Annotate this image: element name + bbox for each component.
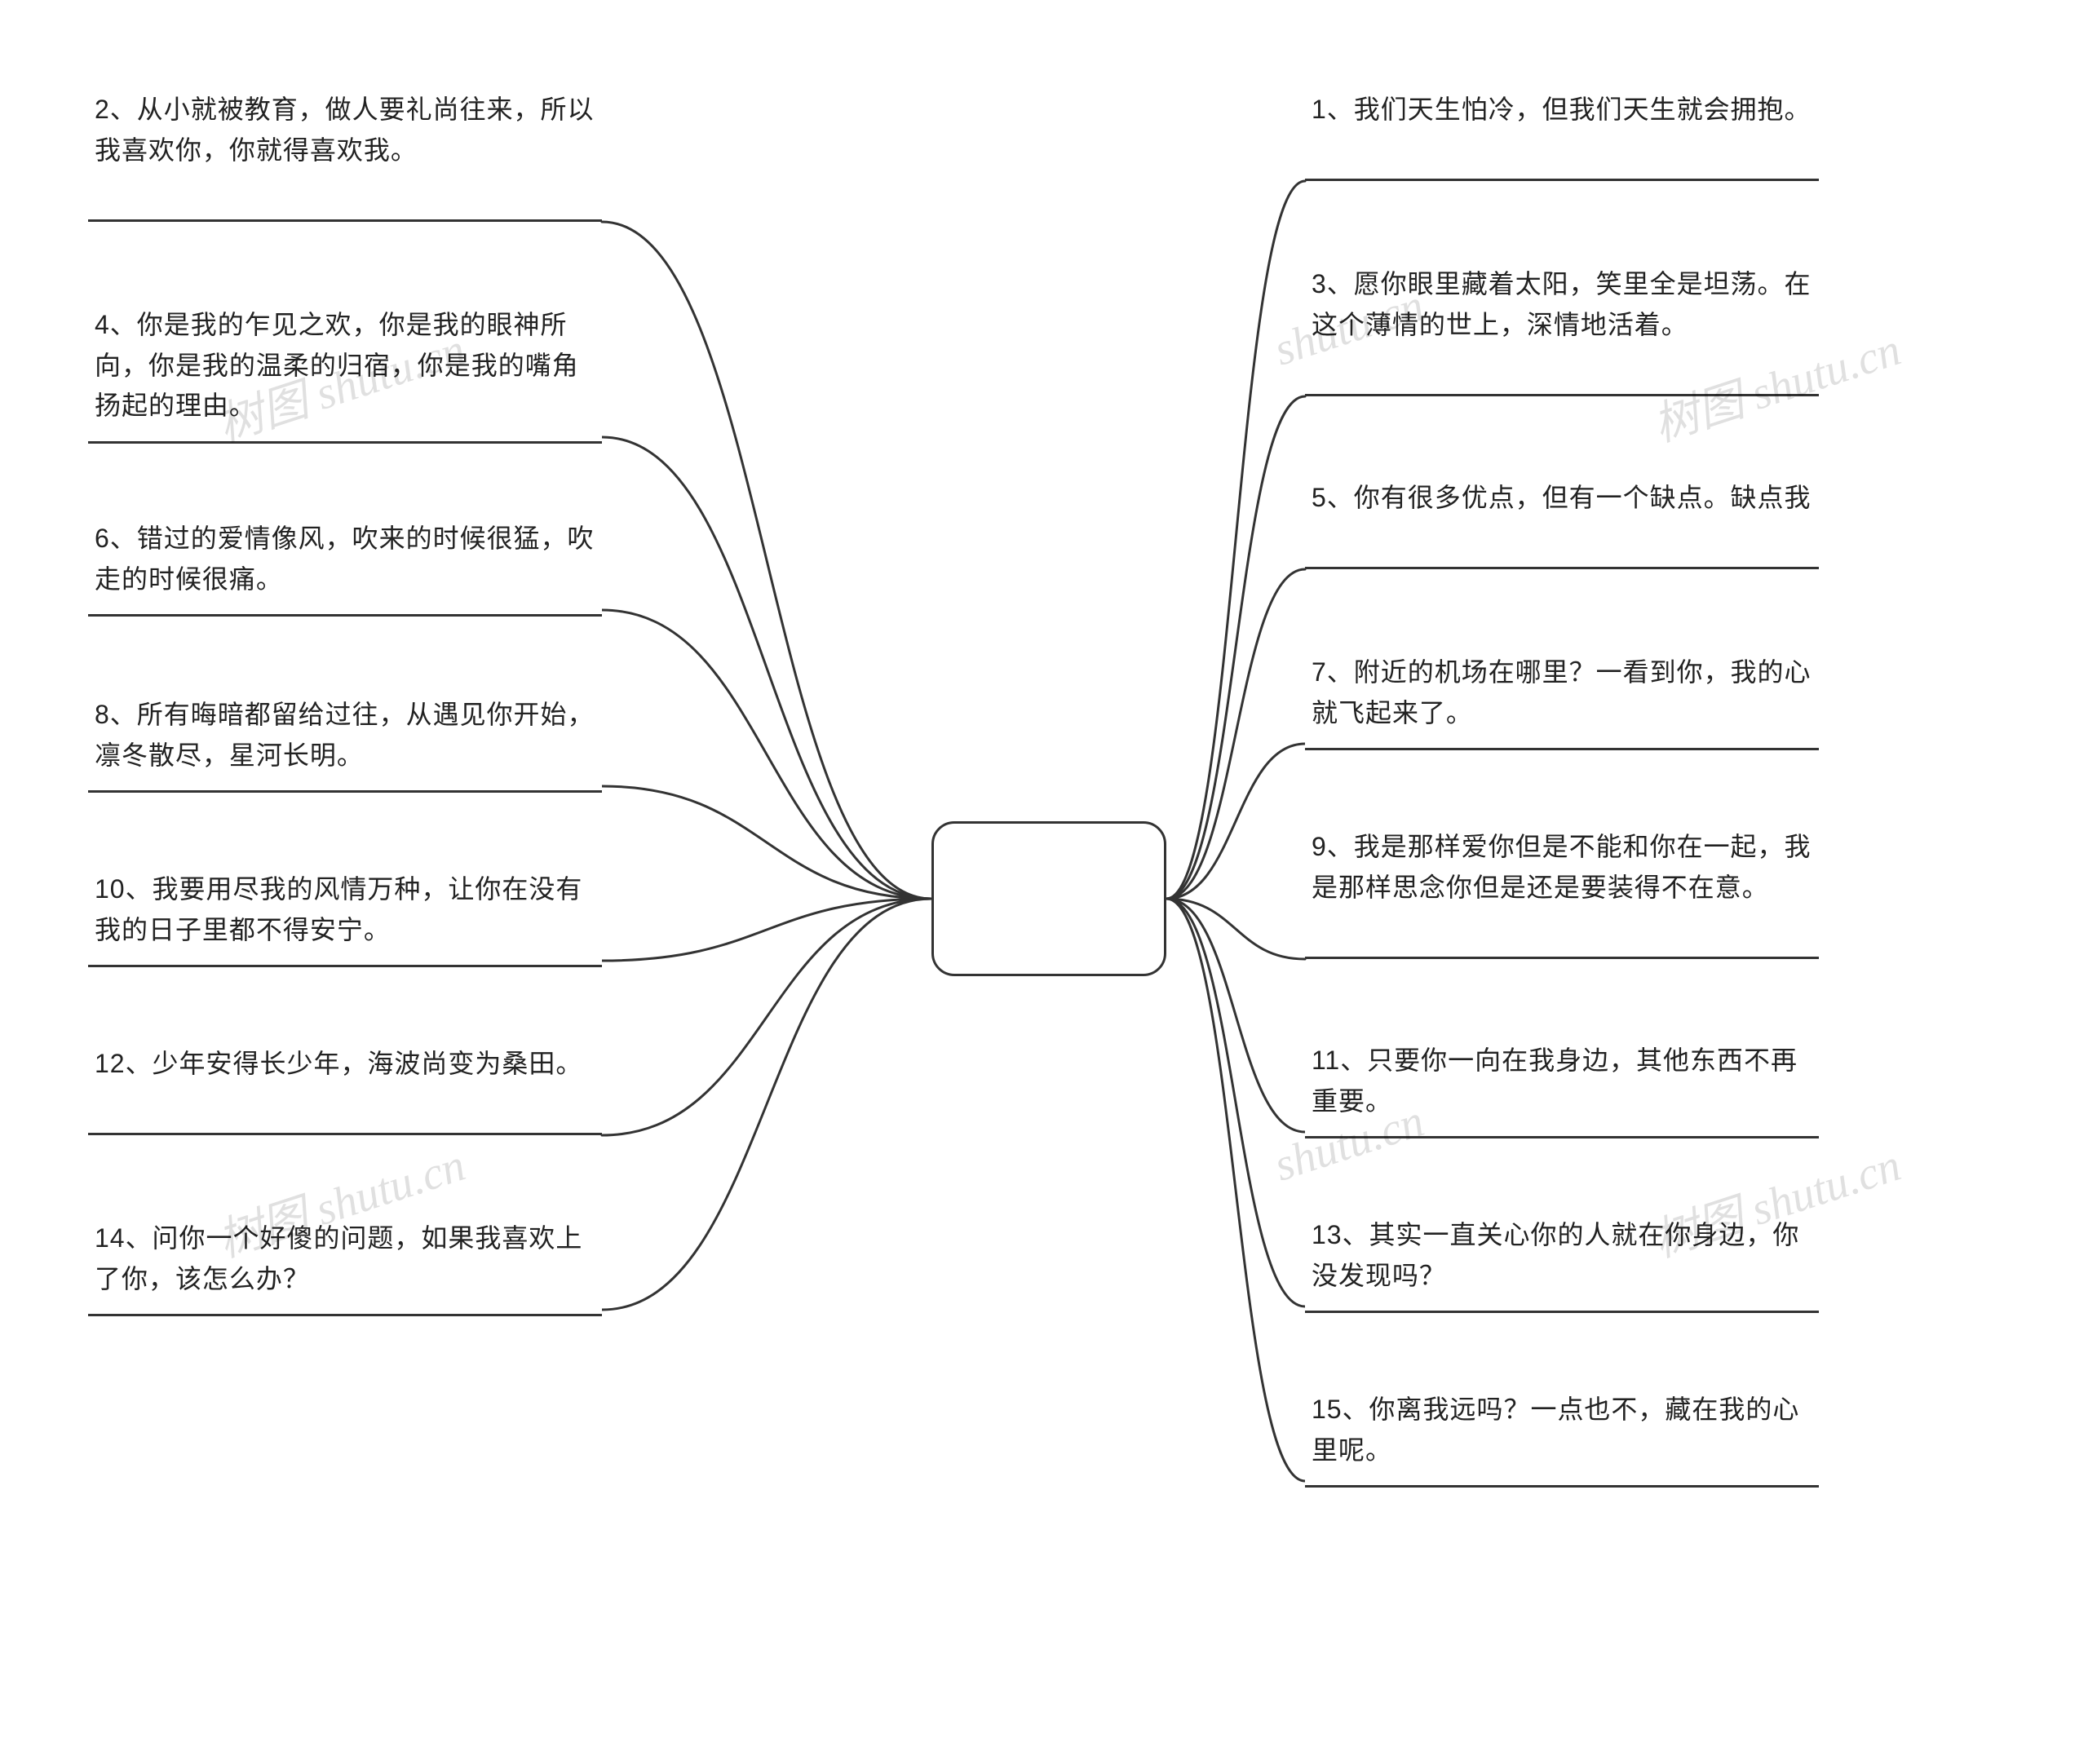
right-leaf: 11、只要你一向在我身边，其他东西不再重要。 (1305, 1034, 1819, 1138)
connector (1166, 899, 1305, 959)
leaf-text: 10、我要用尽我的风情万种，让你在没有我的日子里都不得安宁。 (95, 869, 595, 950)
left-leaf: 6、错过的爱情像风，吹来的时候很猛，吹走的时候很痛。 (88, 512, 602, 617)
leaf-text: 6、错过的爱情像风，吹来的时候很猛，吹走的时候很痛。 (95, 519, 595, 599)
connector (602, 899, 931, 1310)
connector (1166, 569, 1305, 899)
leaf-text: 14、问你一个好傻的问题，如果我喜欢上了你，该怎么办？ (95, 1218, 595, 1299)
leaf-text: 8、所有晦暗都留给过往，从遇见你开始，凛冬散尽，星河长明。 (95, 695, 595, 776)
left-leaf: 4、你是我的乍见之欢，你是我的眼神所向，你是我的温柔的归宿，你是我的嘴角扬起的理… (88, 298, 602, 444)
right-leaf: 15、你离我远吗？一点也不，藏在我的心里呢。 (1305, 1383, 1819, 1488)
left-leaf: 8、所有晦暗都留给过往，从遇见你开始，凛冬散尽，星河长明。 (88, 688, 602, 793)
center-node (931, 821, 1166, 976)
right-leaf: 9、我是那样爱你但是不能和你在一起，我是那样思念你但是还是要装得不在意。 (1305, 820, 1819, 959)
connector (602, 610, 931, 899)
connector (1166, 899, 1305, 1306)
leaf-text: 7、附近的机场在哪里？一看到你，我的心就飞起来了。 (1312, 652, 1812, 733)
right-leaf: 3、愿你眼里藏着太阳，笑里全是坦荡。在这个薄情的世上，深情地活着。 (1305, 258, 1819, 396)
right-leaf: 7、附近的机场在哪里？一看到你，我的心就飞起来了。 (1305, 646, 1819, 750)
connector (1166, 899, 1305, 1481)
connector (1166, 181, 1305, 899)
leaf-text: 1、我们天生怕冷，但我们天生就会拥抱。 (1312, 90, 1812, 130)
right-leaf: 13、其实一直关心你的人就在你身边，你没发现吗？ (1305, 1209, 1819, 1313)
left-leaf: 10、我要用尽我的风情万种，让你在没有我的日子里都不得安宁。 (88, 863, 602, 967)
leaf-text: 5、你有很多优点，但有一个缺点。缺点我 (1312, 478, 1812, 519)
leaf-text: 13、其实一直关心你的人就在你身边，你没发现吗？ (1312, 1215, 1812, 1296)
left-leaf: 2、从小就被教育，做人要礼尚往来，所以我喜欢你，你就得喜欢我。 (88, 83, 602, 222)
connector (602, 899, 931, 961)
leaf-text: 15、你离我远吗？一点也不，藏在我的心里呢。 (1312, 1390, 1812, 1470)
leaf-text: 3、愿你眼里藏着太阳，笑里全是坦荡。在这个薄情的世上，深情地活着。 (1312, 264, 1812, 345)
mindmap-canvas: 2、从小就被教育，做人要礼尚往来，所以我喜欢你，你就得喜欢我。 4、你是我的乍见之… (0, 0, 2088, 1764)
connector (602, 437, 931, 899)
right-leaf: 1、我们天生怕冷，但我们天生就会拥抱。 (1305, 83, 1819, 181)
leaf-text: 12、少年安得长少年，海波尚变为桑田。 (95, 1044, 595, 1085)
connector (602, 899, 931, 1135)
leaf-text: 2、从小就被教育，做人要礼尚往来，所以我喜欢你，你就得喜欢我。 (95, 90, 595, 170)
leaf-text: 11、只要你一向在我身边，其他东西不再重要。 (1312, 1041, 1812, 1121)
connector (602, 786, 931, 899)
leaf-text: 4、你是我的乍见之欢，你是我的眼神所向，你是我的温柔的归宿，你是我的嘴角扬起的理… (95, 305, 595, 427)
leaf-text: 9、我是那样爱你但是不能和你在一起，我是那样思念你但是还是要装得不在意。 (1312, 827, 1812, 908)
right-leaf: 5、你有很多优点，但有一个缺点。缺点我 (1305, 471, 1819, 569)
connector (1166, 744, 1305, 899)
connector (1166, 899, 1305, 1132)
connector (1166, 396, 1305, 899)
connector (602, 222, 931, 899)
left-leaf: 14、问你一个好傻的问题，如果我喜欢上了你，该怎么办？ (88, 1212, 602, 1316)
left-leaf: 12、少年安得长少年，海波尚变为桑田。 (88, 1037, 602, 1135)
